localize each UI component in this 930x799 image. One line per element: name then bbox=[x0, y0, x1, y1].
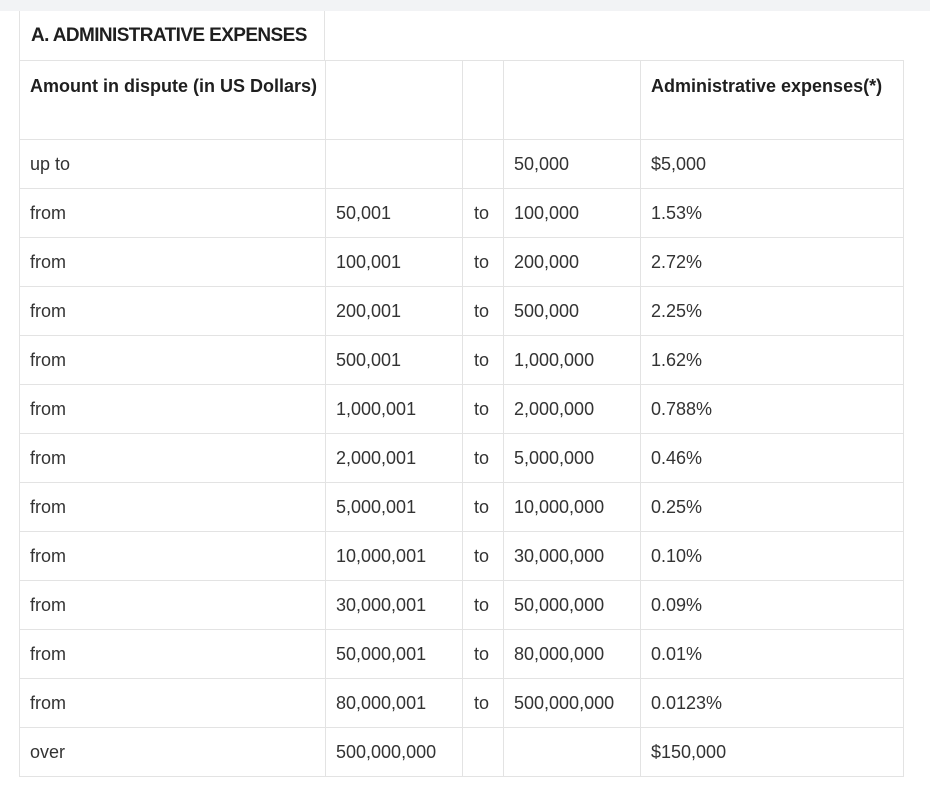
table-header-row: Amount in dispute (in US Dollars) Admini… bbox=[19, 60, 904, 140]
range-from-cell: 500,001 bbox=[325, 335, 463, 385]
range-to-word-cell: to bbox=[462, 629, 504, 679]
range-label-cell: over bbox=[19, 727, 326, 777]
table-row: from 5,000,001 to 10,000,000 0.25% bbox=[19, 482, 904, 532]
range-upper-cell: 1,000,000 bbox=[503, 335, 641, 385]
header-to-value bbox=[503, 60, 641, 140]
table-row: from 30,000,001 to 50,000,000 0.09% bbox=[19, 580, 904, 630]
administrative-expense-cell: 0.0123% bbox=[640, 678, 904, 728]
range-upper-cell: 10,000,000 bbox=[503, 482, 641, 532]
table-row: from 50,001 to 100,000 1.53% bbox=[19, 188, 904, 238]
table-row: from 10,000,001 to 30,000,000 0.10% bbox=[19, 531, 904, 581]
administrative-expense-cell: 0.10% bbox=[640, 531, 904, 581]
range-from-cell: 30,000,001 bbox=[325, 580, 463, 630]
administrative-expense-cell: 1.62% bbox=[640, 335, 904, 385]
range-upper-cell: 80,000,000 bbox=[503, 629, 641, 679]
range-to-word-cell bbox=[462, 139, 504, 189]
range-upper-cell: 50,000 bbox=[503, 139, 641, 189]
range-label-cell: from bbox=[19, 384, 326, 434]
administrative-expense-cell: 2.72% bbox=[640, 237, 904, 287]
range-upper-cell: 30,000,000 bbox=[503, 531, 641, 581]
range-from-cell: 80,000,001 bbox=[325, 678, 463, 728]
table-row: from 50,000,001 to 80,000,000 0.01% bbox=[19, 629, 904, 679]
range-label-cell: from bbox=[19, 286, 326, 336]
administrative-expense-cell: 0.25% bbox=[640, 482, 904, 532]
range-to-word-cell: to bbox=[462, 482, 504, 532]
range-label-cell: from bbox=[19, 580, 326, 630]
range-from-cell: 200,001 bbox=[325, 286, 463, 336]
range-from-cell: 100,001 bbox=[325, 237, 463, 287]
administrative-expense-cell: $150,000 bbox=[640, 727, 904, 777]
table-row: up to 50,000 $5,000 bbox=[19, 139, 904, 189]
range-to-word-cell: to bbox=[462, 286, 504, 336]
range-upper-cell: 500,000 bbox=[503, 286, 641, 336]
range-label-cell: up to bbox=[19, 139, 326, 189]
administrative-expense-cell: 2.25% bbox=[640, 286, 904, 336]
range-to-word-cell: to bbox=[462, 335, 504, 385]
administrative-expenses-table: Amount in dispute (in US Dollars) Admini… bbox=[19, 60, 904, 777]
range-to-word-cell: to bbox=[462, 531, 504, 581]
administrative-expense-cell: $5,000 bbox=[640, 139, 904, 189]
range-upper-cell bbox=[503, 727, 641, 777]
range-upper-cell: 50,000,000 bbox=[503, 580, 641, 630]
range-to-word-cell: to bbox=[462, 433, 504, 483]
range-from-cell: 5,000,001 bbox=[325, 482, 463, 532]
table-row: from 1,000,001 to 2,000,000 0.788% bbox=[19, 384, 904, 434]
range-label-cell: from bbox=[19, 482, 326, 532]
range-label-cell: from bbox=[19, 531, 326, 581]
range-from-cell: 50,000,001 bbox=[325, 629, 463, 679]
table-row: from 2,000,001 to 5,000,000 0.46% bbox=[19, 433, 904, 483]
range-label-cell: from bbox=[19, 335, 326, 385]
administrative-expense-cell: 0.788% bbox=[640, 384, 904, 434]
range-to-word-cell: to bbox=[462, 678, 504, 728]
table-row: from 500,001 to 1,000,000 1.62% bbox=[19, 335, 904, 385]
range-from-cell bbox=[325, 139, 463, 189]
range-from-cell: 50,001 bbox=[325, 188, 463, 238]
table-row: from 200,001 to 500,000 2.25% bbox=[19, 286, 904, 336]
table-body: Amount in dispute (in US Dollars) Admini… bbox=[19, 60, 904, 777]
range-label-cell: from bbox=[19, 678, 326, 728]
range-upper-cell: 200,000 bbox=[503, 237, 641, 287]
range-upper-cell: 100,000 bbox=[503, 188, 641, 238]
administrative-expense-cell: 1.53% bbox=[640, 188, 904, 238]
range-from-cell: 10,000,001 bbox=[325, 531, 463, 581]
header-amount-in-dispute: Amount in dispute (in US Dollars) bbox=[19, 60, 326, 140]
table-row: from 100,001 to 200,000 2.72% bbox=[19, 237, 904, 287]
range-from-cell: 500,000,000 bbox=[325, 727, 463, 777]
range-label-cell: from bbox=[19, 629, 326, 679]
table-row: from 80,000,001 to 500,000,000 0.0123% bbox=[19, 678, 904, 728]
administrative-expense-cell: 0.46% bbox=[640, 433, 904, 483]
range-label-cell: from bbox=[19, 188, 326, 238]
range-from-cell: 1,000,001 bbox=[325, 384, 463, 434]
header-to-word bbox=[462, 60, 504, 140]
range-upper-cell: 2,000,000 bbox=[503, 384, 641, 434]
range-label-cell: from bbox=[19, 237, 326, 287]
range-to-word-cell bbox=[462, 727, 504, 777]
range-to-word-cell: to bbox=[462, 237, 504, 287]
range-upper-cell: 5,000,000 bbox=[503, 433, 641, 483]
section-title-cell: A. ADMINISTRATIVE EXPENSES bbox=[19, 11, 325, 60]
range-to-word-cell: to bbox=[462, 384, 504, 434]
administrative-expense-cell: 0.01% bbox=[640, 629, 904, 679]
range-label-cell: from bbox=[19, 433, 326, 483]
section-title: A. ADMINISTRATIVE EXPENSES bbox=[31, 25, 307, 46]
table-row: over 500,000,000 $150,000 bbox=[19, 727, 904, 777]
administrative-expense-cell: 0.09% bbox=[640, 580, 904, 630]
header-administrative-expenses: Administrative expenses(*) bbox=[640, 60, 904, 140]
header-from-value bbox=[325, 60, 463, 140]
range-upper-cell: 500,000,000 bbox=[503, 678, 641, 728]
top-strip bbox=[0, 0, 930, 11]
range-from-cell: 2,000,001 bbox=[325, 433, 463, 483]
range-to-word-cell: to bbox=[462, 580, 504, 630]
range-to-word-cell: to bbox=[462, 188, 504, 238]
